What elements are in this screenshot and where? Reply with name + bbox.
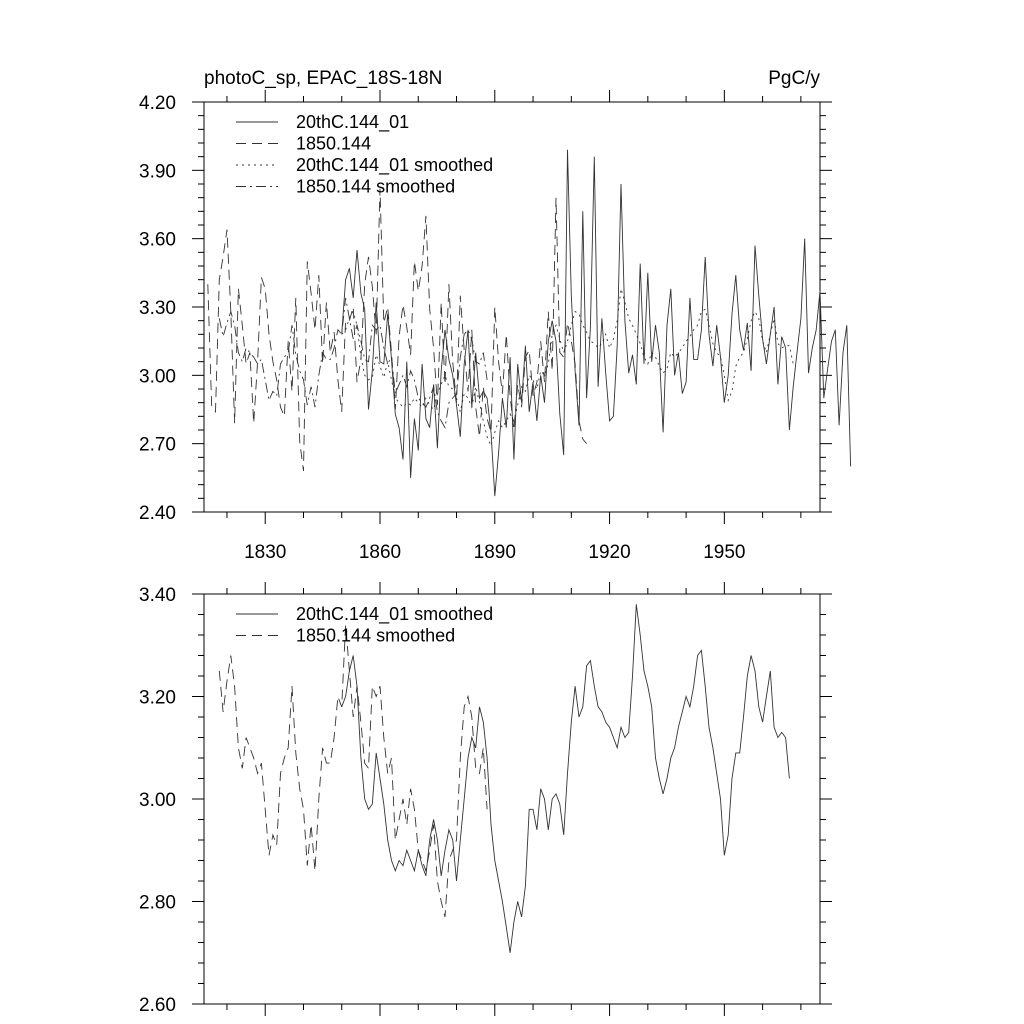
y-tick-label: 3.00 [139, 790, 176, 811]
legend-label: 1850.144 smoothed [296, 177, 455, 197]
bottom-series [218, 604, 790, 953]
y-tick-label: 3.30 [139, 298, 176, 319]
legend-label: 20thC.144_01 [296, 112, 409, 133]
x-tick-label: 1860 [359, 542, 401, 563]
y-tick-label: 2.70 [139, 435, 176, 456]
top-y-tick-labels: 2.40 2.70 3.00 3.30 3.60 3.90 4.20 [139, 93, 176, 524]
top-panel: photoC_sp, EPAC_18S-18N PgC/y 2.40 2.70 3.… [139, 68, 852, 563]
bottom-panel: 2.60 2.80 3.00 3.20 3.40 20thC.144_01 smooth… [139, 582, 832, 1016]
series-line-1850-144-smoothed [218, 297, 488, 430]
y-tick-label: 4.20 [139, 93, 176, 114]
x-tick-label: 1830 [244, 542, 286, 563]
y-tick-label: 3.00 [139, 366, 176, 387]
y-tick-label: 3.20 [139, 688, 176, 709]
x-tick-label: 1890 [474, 542, 516, 563]
series-line-20thc-144-01 [341, 149, 852, 497]
series-line-1850-144-smoothed [218, 624, 488, 918]
legend-label: 20thC.144_01 smoothed [296, 155, 493, 176]
x-tick-label: 1920 [588, 542, 630, 563]
legend-label: 20thC.144_01 smoothed [296, 604, 493, 625]
series-line-1850-144 [207, 188, 587, 472]
top-axis-ticks [192, 90, 832, 524]
series-line-20thc-144-01-smoothed [341, 288, 794, 448]
y-tick-label: 2.80 [139, 893, 176, 914]
top-x-tick-labels: 1830 1860 1890 1920 1950 [244, 542, 745, 563]
bottom-plot-frame [203, 593, 821, 1005]
legend-label: 1850.144 smoothed [296, 626, 455, 646]
chart-title: photoC_sp, EPAC_18S-18N [204, 68, 442, 89]
y-tick-label: 3.40 [139, 585, 176, 606]
x-tick-label: 1950 [703, 542, 745, 563]
legend-label: 1850.144 [296, 134, 371, 154]
y-tick-label: 2.40 [139, 503, 176, 524]
y-tick-label: 3.90 [139, 161, 176, 182]
y-tick-label: 3.60 [139, 230, 176, 251]
series-line-20thc-144-01-smoothed [341, 604, 790, 953]
y-tick-label: 2.60 [139, 995, 176, 1016]
bottom-y-tick-labels: 2.60 2.80 3.00 3.20 3.40 [139, 585, 176, 1016]
units-label: PgC/y [768, 68, 820, 89]
top-series [207, 149, 852, 497]
bottom-axis-ticks [192, 582, 832, 1016]
